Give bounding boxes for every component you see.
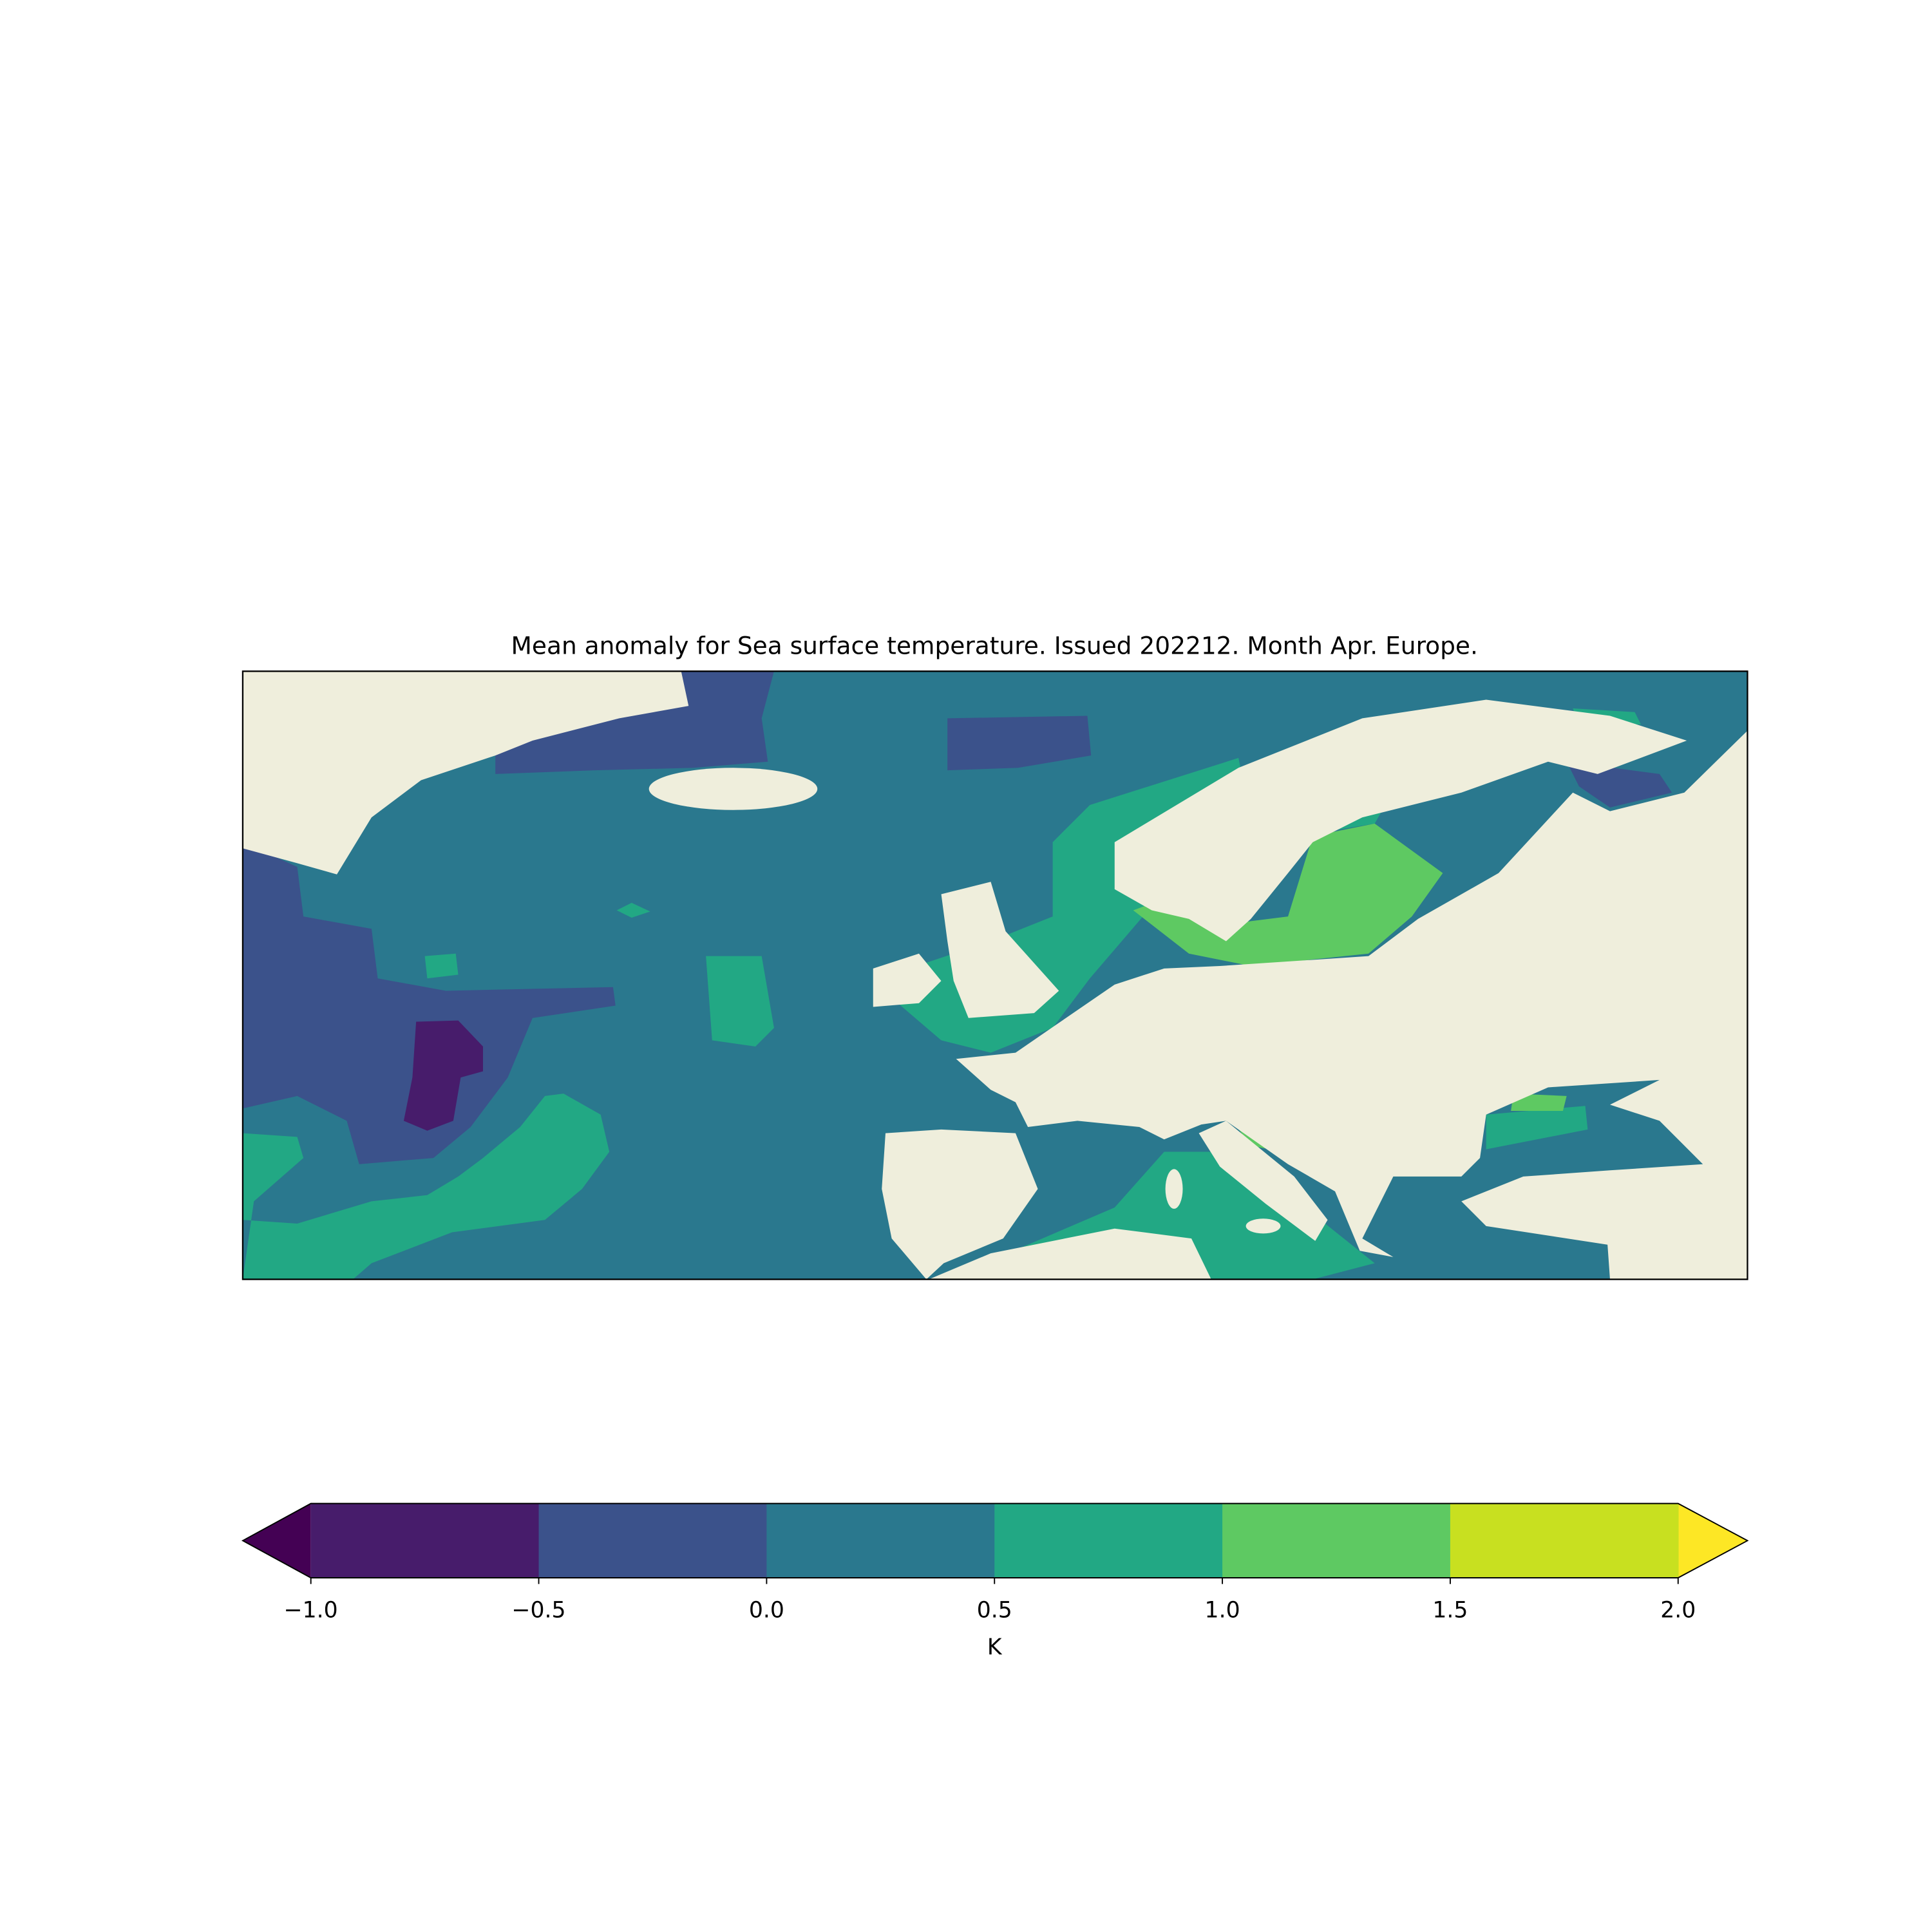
contour-patch xyxy=(706,956,774,1046)
land-shape xyxy=(882,1129,1038,1280)
colorbar-segment xyxy=(310,1503,540,1578)
colorbar-segment xyxy=(766,1503,995,1578)
land-shape xyxy=(1245,1218,1281,1234)
contour-patch xyxy=(1486,1106,1588,1150)
colorbar-tick-label: 1.0 xyxy=(1205,1598,1240,1624)
colorbar-segment xyxy=(994,1503,1223,1578)
contour-patch xyxy=(242,842,616,1164)
contour-patch xyxy=(242,1094,610,1280)
contour-patch xyxy=(616,902,650,918)
land-shape xyxy=(1165,1169,1183,1209)
contour-patch xyxy=(947,715,1092,771)
colorbar-segment xyxy=(538,1503,768,1578)
contour-patch xyxy=(1566,761,1672,808)
colorbar-segment xyxy=(1450,1503,1679,1578)
colorbar-tick-label: 0.5 xyxy=(977,1598,1012,1624)
contour-patch xyxy=(1511,1094,1567,1111)
land-shape xyxy=(941,882,1059,1018)
land-shape xyxy=(1114,699,1687,942)
land-shape xyxy=(649,768,818,810)
colorbar-label: K xyxy=(987,1634,1003,1660)
colorbar-segment xyxy=(1222,1503,1451,1578)
colorbar: −1.0 −0.5 0.0 0.5 1.0 1.5 2.0 xyxy=(241,1502,1749,1624)
contour-patch xyxy=(424,953,459,979)
colorbar-extend-max xyxy=(1678,1503,1748,1578)
colorbar-extend-min xyxy=(242,1503,311,1578)
colorbar-tick-label: 0.0 xyxy=(749,1598,784,1624)
map-frame xyxy=(242,670,1748,1280)
colorbar-tick-label: 1.5 xyxy=(1432,1598,1468,1624)
land xyxy=(242,671,1748,1280)
land-shape xyxy=(242,671,689,875)
colorbar-tick-label: −1.0 xyxy=(284,1598,338,1624)
contour-patch xyxy=(403,1020,483,1131)
colorbar-tick-label: 2.0 xyxy=(1660,1598,1696,1624)
land-shape xyxy=(873,953,942,1007)
map xyxy=(242,671,1748,1280)
land-shape xyxy=(929,1228,1211,1280)
colorbar-tick-label: −0.5 xyxy=(512,1598,566,1624)
land-shape xyxy=(1198,1121,1328,1241)
land-shape xyxy=(956,730,1748,1280)
chart-title: Mean anomaly for Sea surface temperature… xyxy=(511,631,1478,659)
